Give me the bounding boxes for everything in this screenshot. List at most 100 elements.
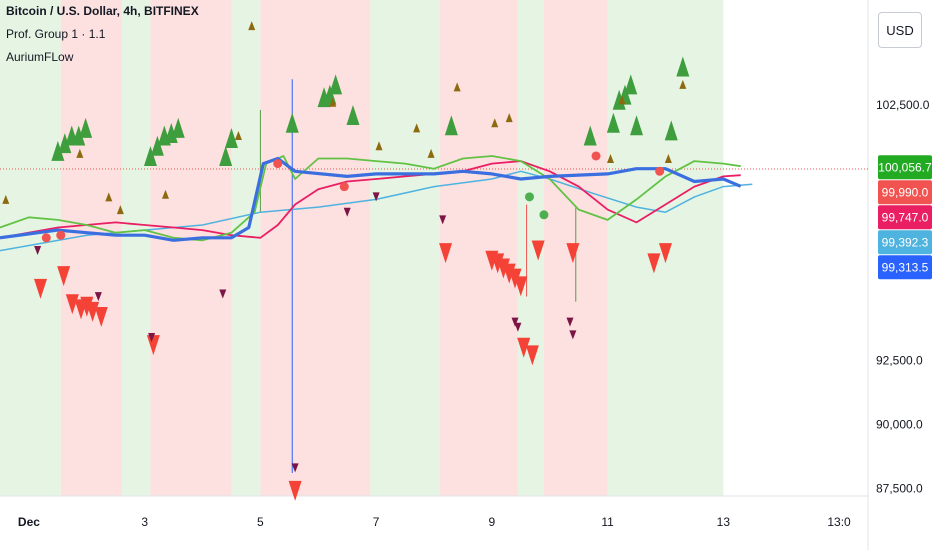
price-label-bg [878,230,932,255]
series-line [0,170,753,252]
buy-signal-triangle [248,21,256,31]
sell-signal-triangle [146,335,160,356]
sell-signal-triangle [343,207,351,217]
x-tick-label: 9 [489,515,496,529]
currency-button[interactable]: USD [878,12,922,48]
buy-signal-triangle [676,56,690,77]
price-label-bg [878,155,932,180]
sell-signal-triangle [148,332,156,342]
sell-signal-triangle [658,243,672,264]
price-label: 100,056.7 [878,160,932,174]
sell-signal-triangle [647,253,661,274]
signal-dot [56,230,66,240]
sell-signal-triangle [94,292,102,302]
sell-signal-triangle [514,276,528,297]
buy-signal-triangle [664,120,678,141]
sell-signal-triangle [502,263,516,284]
y-tick-label: 87,500.0 [876,481,923,495]
buy-signal-triangle [583,125,597,146]
sell-signal-triangle [57,266,71,287]
indicator-prof-group[interactable]: Prof. Group 1 · 1.1 [6,27,106,41]
buy-signal-triangle [79,117,93,138]
sell-signal-triangle [439,243,453,264]
buy-signal-triangle [171,117,185,138]
series-line [0,160,741,239]
sell-signal-triangle [491,253,505,274]
sell-signal-triangle [508,268,522,289]
buy-signal-triangle [329,74,343,95]
buy-signal-triangle [150,135,164,156]
price-label: 99,392.3 [882,235,929,249]
indicator-auriumflow[interactable]: AuriumFLow [6,50,74,64]
signal-dot [539,210,549,220]
buy-signal-triangle [606,154,614,164]
x-tick-label: 3 [141,515,148,529]
buy-signal-triangle [116,205,124,215]
sell-signal-triangle [80,296,94,317]
y-tick-label: 90,000.0 [876,417,923,431]
x-tick-label: Dec [18,515,40,529]
buy-signal-triangle [161,189,169,199]
buy-signal-triangle [329,97,337,107]
buy-signal-triangle [624,74,638,95]
sell-signal-triangle [65,294,79,315]
sell-signal-triangle [511,317,519,327]
price-label-bg [878,180,932,205]
sell-signal-triangle [439,215,447,225]
sell-signal-triangle [496,258,510,279]
buy-signal-triangle [72,125,86,146]
buy-signal-triangle [606,112,620,133]
x-tick-label: 13 [717,515,731,529]
buy-signal-triangle [427,148,435,158]
signal-dot [655,166,665,176]
signal-dot [524,192,534,202]
sell-signal-triangle [514,322,522,332]
buy-signal-triangle [2,194,10,204]
buy-signal-triangle [51,140,65,161]
sell-signal-triangle [34,278,48,299]
buy-signal-triangle [679,79,687,89]
symbol-title[interactable]: Bitcoin / U.S. Dollar, 4h, BITFINEX [6,4,199,18]
price-label-bg [878,255,932,280]
y-tick-label: 92,500.0 [876,353,923,367]
buy-signal-triangle [413,123,421,133]
buy-signal-triangle [491,118,499,128]
buy-signal-triangle [346,105,360,126]
buy-signal-triangle [164,122,178,143]
buy-signal-triangle [505,113,513,123]
background-zone [121,0,151,496]
series-line [0,156,742,242]
signal-dot [273,159,283,169]
sell-signal-triangle [94,307,108,328]
chart-legend: Bitcoin / U.S. Dollar, 4h, BITFINEX Prof… [6,0,199,69]
price-label-bg [878,205,932,230]
buy-signal-triangle [219,145,233,166]
sell-signal-triangle [291,463,299,473]
sell-signal-triangle [569,330,577,340]
sell-signal-triangle [566,317,574,327]
background-zone [60,0,122,496]
price-label: 99,747.0 [882,210,929,224]
sell-signal-triangle [525,345,539,366]
sell-signal-triangle [34,246,42,256]
buy-signal-triangle [375,141,383,151]
buy-signal-triangle [76,148,84,158]
buy-signal-triangle [664,154,672,164]
background-zone [370,0,440,496]
sell-signal-triangle [219,289,227,299]
buy-signal-triangle [234,131,242,141]
x-tick-label: 7 [373,515,380,529]
buy-signal-triangle [58,133,72,154]
sell-signal-triangle [372,192,380,202]
buy-signal-triangle [630,115,644,136]
buy-signal-triangle [105,192,113,202]
buy-signal-triangle [453,82,461,92]
sell-signal-triangle [531,240,545,261]
background-zone [231,0,261,496]
x-tick-label: 5 [257,515,264,529]
signal-dot [339,182,349,192]
background-zone [0,0,61,496]
background-zone [150,0,232,496]
buy-signal-triangle [224,128,238,149]
